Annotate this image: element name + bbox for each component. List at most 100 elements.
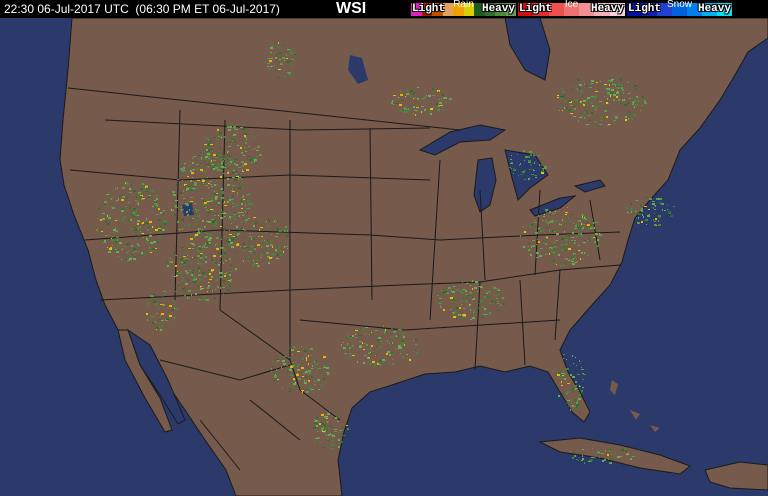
radar-echo [148, 196, 150, 198]
radar-echo [502, 303, 505, 305]
radar-echo [364, 355, 367, 356]
radar-echo [119, 223, 120, 224]
radar-echo [586, 219, 587, 220]
radar-echo [182, 288, 184, 290]
radar-echo [403, 336, 405, 338]
radar-echo [142, 183, 144, 185]
radar-echo [253, 238, 255, 240]
radar-echo [399, 104, 402, 106]
radar-echo [175, 291, 178, 292]
radar-echo [229, 230, 230, 231]
radar-echo [104, 201, 107, 203]
radar-echo [220, 287, 221, 289]
radar-echo [177, 271, 178, 272]
radar-echo [517, 154, 518, 155]
radar-echo [222, 287, 225, 288]
radar-echo [635, 211, 637, 212]
radar-echo [398, 347, 399, 349]
radar-echo [137, 243, 138, 245]
radar-echo [619, 103, 622, 104]
radar-echo [401, 100, 404, 101]
radar-echo [195, 220, 197, 221]
radar-echo [302, 391, 303, 393]
radar-echo [136, 209, 137, 211]
radar-echo [567, 400, 570, 401]
radar-echo [575, 256, 576, 258]
radar-echo [152, 294, 155, 295]
radar-echo [251, 225, 252, 226]
radar-echo [241, 203, 243, 205]
radar-echo [574, 242, 575, 243]
radar-echo [291, 66, 293, 67]
radar-echo [519, 164, 520, 166]
radar-echo [197, 261, 200, 262]
radar-echo [122, 187, 125, 189]
radar-echo [428, 95, 431, 97]
radar-echo [390, 353, 393, 354]
radar-echo [311, 355, 312, 356]
radar-echo [607, 88, 610, 90]
radar-echo [286, 365, 288, 366]
radar-echo [253, 149, 254, 150]
radar-echo [589, 239, 590, 241]
radar-echo [229, 234, 232, 235]
radar-echo [175, 308, 178, 310]
radar-echo [208, 242, 211, 243]
radar-echo [243, 138, 244, 139]
radar-echo [578, 390, 579, 391]
radar-echo [209, 279, 212, 280]
radar-echo [186, 188, 189, 190]
radar-echo [370, 348, 371, 349]
radar-echo [621, 94, 622, 95]
radar-echo [252, 264, 255, 266]
radar-echo [228, 139, 231, 140]
radar-echo [105, 206, 106, 207]
radar-echo [221, 166, 224, 168]
radar-echo [231, 236, 233, 237]
radar-echo [200, 288, 202, 290]
radar-echo [370, 352, 371, 353]
radar-echo [400, 353, 401, 354]
radar-echo [226, 272, 227, 273]
radar-echo [246, 139, 247, 140]
radar-echo [270, 58, 273, 59]
radar-echo [259, 154, 262, 156]
radar-echo [287, 371, 290, 372]
radar-echo [227, 155, 230, 157]
radar-echo [163, 304, 165, 306]
radar-echo [112, 245, 113, 246]
radar-echo [137, 223, 139, 225]
radar-echo [583, 242, 586, 243]
radar-echo [258, 236, 260, 237]
radar-echo [564, 220, 565, 222]
radar-echo [231, 223, 232, 224]
radar-echo [284, 231, 286, 232]
radar-echo [294, 54, 297, 55]
radar-echo [118, 232, 119, 233]
radar-echo [157, 308, 160, 309]
radar-echo [146, 222, 148, 224]
radar-echo [207, 141, 209, 142]
legend-rain-light: Light [412, 3, 446, 15]
radar-echo [197, 209, 200, 211]
radar-echo [627, 453, 629, 455]
radar-echo [662, 209, 663, 211]
radar-echo [559, 377, 560, 378]
radar-echo [191, 274, 193, 276]
radar-echo [325, 363, 326, 364]
radar-echo [439, 303, 441, 304]
radar-echo [323, 426, 324, 428]
radar-echo [242, 171, 244, 172]
radar-echo [181, 219, 184, 221]
radar-echo [275, 249, 277, 251]
radar-echo [283, 363, 286, 365]
radar-echo [552, 252, 555, 254]
radar-echo [452, 291, 455, 293]
radar-echo [572, 376, 575, 378]
radar-echo [440, 298, 442, 299]
radar-echo [383, 343, 384, 344]
radar-echo [285, 226, 287, 228]
radar-echo [619, 78, 621, 79]
radar-echo [597, 451, 600, 452]
radar-echo [192, 169, 195, 170]
